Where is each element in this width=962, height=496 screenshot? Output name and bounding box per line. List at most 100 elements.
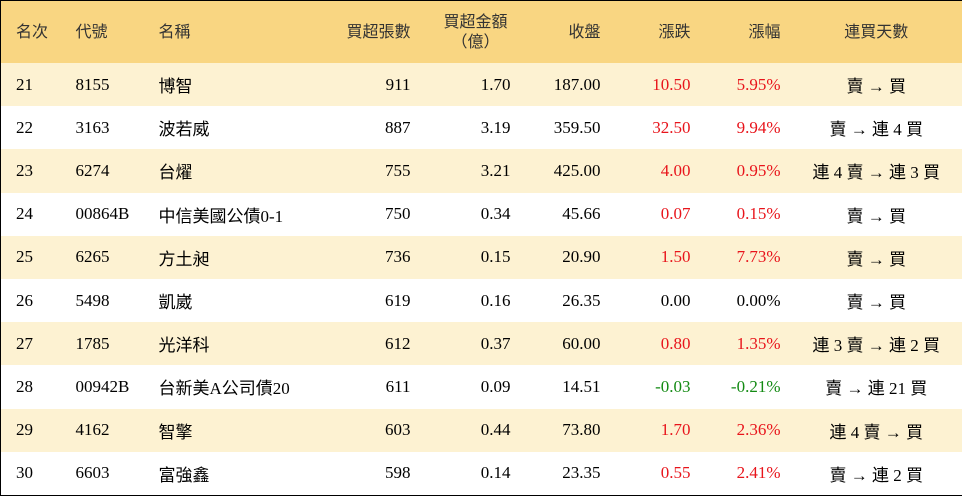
header-line: 買超金額 (443, 12, 508, 31)
table-cell: 光洋科 (145, 322, 311, 366)
column-header: 漲幅 (700, 0, 791, 63)
column-header: 名稱 (145, 0, 311, 63)
table-cell: 5.95% (700, 63, 791, 107)
table-cell: 智擎 (145, 408, 311, 452)
table-cell: 7.73% (700, 235, 791, 279)
table-cell: 755 (310, 149, 421, 193)
table-cell: 1.70 (610, 408, 701, 452)
table-cell: 賣 → 連 2 買 (829, 465, 924, 485)
table-cell: 3.21 (420, 149, 521, 193)
table-cell: 0.44 (420, 408, 521, 452)
table-row: 26 5498 凱崴 619 0.16 26.35 0.00 0.00% 賣 → 買 (1, 279, 962, 322)
table-cell: 博智 (145, 63, 311, 107)
table-cell: 賣 → 買 (846, 293, 907, 313)
table-cell: 359.50 (553, 117, 601, 137)
table-cell: 26 (16, 290, 33, 310)
table-cell: 0.37 (420, 322, 521, 366)
column-header: 買超張數 (310, 0, 421, 63)
table-cell: 1.70 (420, 63, 521, 107)
table-cell: 00864B (75, 204, 130, 224)
table-row: 29 4162 智擎 603 0.44 73.80 1.70 2.36% 連 4 賣 → 買 (0, 408, 962, 452)
table-cell: 736 (310, 235, 421, 279)
table-cell: 619 (385, 290, 411, 310)
table-cell: -0.03 (655, 376, 691, 396)
table-row: 27 1785 光洋科 612 0.37 60.00 0.80 1.35% 連 3 賣 → 連 … (0, 322, 962, 366)
column-header: 漲跌 (610, 0, 701, 63)
table-cell: 611 (385, 376, 411, 396)
table-cell: 25 (0, 235, 63, 279)
table-cell: 29 (0, 408, 63, 452)
table-cell: 9.94% (736, 117, 781, 137)
table-cell: 598 (385, 463, 411, 483)
table-cell: 0.80 (610, 322, 701, 366)
table-cell: 8155 (62, 63, 146, 107)
table-cell: 0.34 (480, 204, 511, 224)
table-cell: 4162 (62, 408, 146, 452)
table-cell: 連 4 賣 → 連 3 買 (790, 149, 962, 193)
table-cell: 6603 (75, 463, 110, 483)
table-cell: 2.41% (736, 463, 781, 483)
table-cell: 10.50 (610, 63, 701, 107)
header-row: 名次 代號 名稱 買超張數 買超金額 （億） 收盤 漲跌 漲幅 連買天數 (0, 0, 962, 63)
column-header: 代號 (62, 0, 146, 63)
table-cell: 425.00 (520, 149, 611, 193)
table-cell: 911 (310, 63, 421, 107)
table-cell: 612 (310, 322, 421, 366)
table-row: 22 3163 波若威 887 3.19 359.50 32.50 9.94% 賣 → 連 4 … (1, 106, 962, 149)
table-cell: 賣 → 買 (790, 235, 962, 279)
column-header: 收盤 (520, 0, 611, 63)
table-cell: 0.15% (736, 204, 781, 224)
table-cell: 0.15 (420, 235, 521, 279)
table-cell: 富強鑫 (158, 465, 210, 485)
table-cell: 28 (16, 376, 33, 396)
table-cell: 賣 → 連 21 買 (825, 379, 928, 399)
table-cell: 60.00 (520, 322, 611, 366)
table-cell: 14.51 (562, 376, 601, 396)
table-cell: 連 4 賣 → 買 (790, 408, 962, 452)
table-cell: 45.66 (562, 204, 601, 224)
table-cell: 26.35 (562, 290, 601, 310)
header-line: （億） (451, 32, 500, 51)
table-cell: 1.50 (610, 235, 701, 279)
table-cell: 24 (16, 204, 33, 224)
table-cell: 中信美國公債0-1 (158, 206, 284, 226)
table-cell: 0.09 (480, 376, 511, 396)
table-cell: 887 (385, 117, 411, 137)
table-cell: 5498 (75, 290, 110, 310)
table-cell: 0.95% (700, 149, 791, 193)
table-cell: 750 (385, 204, 411, 224)
column-header: 連買天數 (790, 0, 962, 63)
table-cell: 30 (16, 463, 33, 483)
table-cell: 方土昶 (145, 235, 311, 279)
table-cell: 波若威 (158, 120, 210, 140)
table-body: 21 8155 博智 911 1.70 187.00 10.50 5.95% 賣 → 買 22 31… (0, 63, 962, 496)
table-cell: 賣 → 連 4 買 (829, 120, 924, 140)
table-cell: 23.35 (562, 463, 601, 483)
table-cell: 1785 (62, 322, 146, 366)
table-cell: 0.14 (480, 463, 511, 483)
table-cell: 20.90 (520, 235, 611, 279)
table-row: 25 6265 方土昶 736 0.15 20.90 1.50 7.73% 賣 → 買 (0, 235, 962, 279)
column-header: 買超金額 （億） (420, 0, 521, 63)
table-cell: 3163 (75, 117, 110, 137)
table-cell: 6274 (62, 149, 146, 193)
table-cell: 22 (16, 117, 33, 137)
table-row: 30 6603 富強鑫 598 0.14 23.35 0.55 2.41% 賣 → 連 2 買 (1, 452, 962, 496)
table-cell: 6265 (62, 235, 146, 279)
table-cell: 27 (0, 322, 63, 366)
table-row: 24 00864B 中信美國公債0-1 750 0.34 45.66 0.07 0.15% 賣 … (1, 193, 962, 236)
table-cell: 台新美A公司債20 (158, 379, 290, 399)
table-cell: -0.21% (730, 376, 781, 396)
table-cell: 187.00 (520, 63, 611, 107)
table-cell: 凱崴 (158, 293, 193, 313)
table-cell: 1.35% (700, 322, 791, 366)
table-cell: 32.50 (652, 117, 691, 137)
table-cell: 23 (0, 149, 63, 193)
table-cell: 2.36% (700, 408, 791, 452)
table-cell: 3.19 (480, 117, 511, 137)
column-header: 名次 (0, 0, 63, 63)
table-cell: 21 (0, 63, 63, 107)
table-cell: 73.80 (520, 408, 611, 452)
